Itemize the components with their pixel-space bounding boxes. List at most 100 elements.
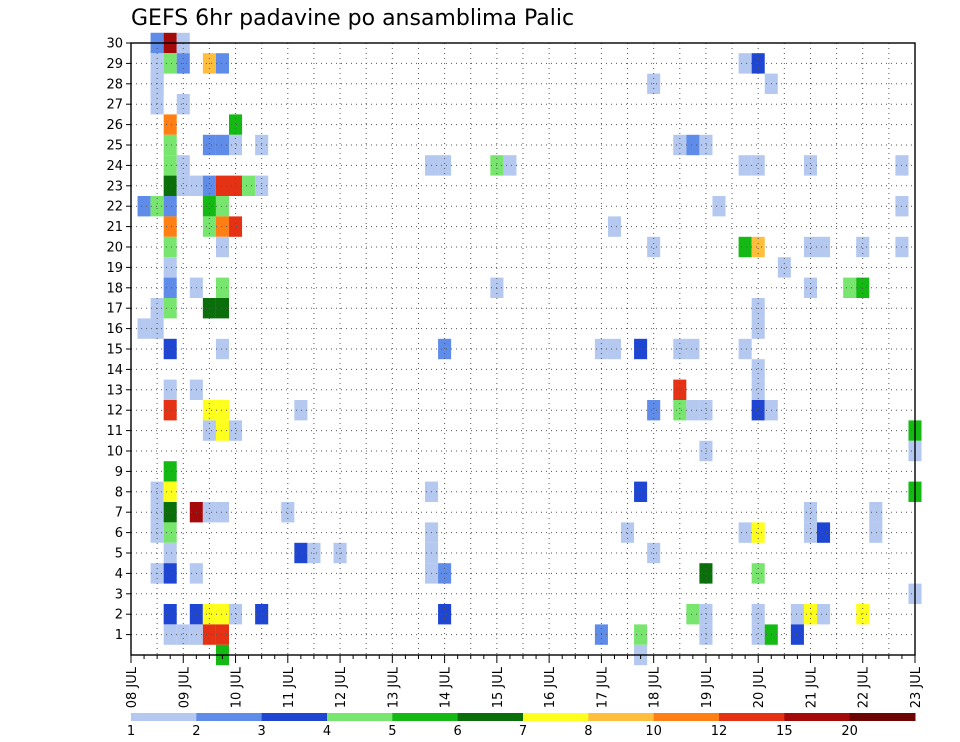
y-tick-label: 29 [106,57,123,72]
y-tick-label: 17 [106,302,123,317]
heatmap-cell [281,502,295,523]
y-tick-label: 1 [115,628,123,643]
heatmap-cell [699,440,713,462]
colorbar-label: 8 [584,724,592,739]
heatmap-cell [438,604,452,625]
heatmap-cell [163,216,177,237]
heatmap-cell [202,175,216,196]
heatmap-cell [869,522,883,543]
heatmap-cell [215,604,229,625]
heatmap-cell [673,379,687,400]
heatmap-cell [699,624,713,645]
x-tick-label: 14 JUL [439,666,454,708]
y-tick-label: 25 [106,139,123,154]
heatmap-cell [229,604,243,625]
heatmap-cell [751,624,765,645]
colorbar-swatch [327,713,393,721]
heatmap-cell [607,338,621,360]
y-tick-label: 18 [106,281,123,296]
x-tick-label: 18 JUL [648,666,663,708]
heatmap-cell [699,134,713,156]
y-tick-label: 28 [106,77,123,92]
heatmap-cell [803,522,817,543]
colorbar-label: 2 [192,724,200,739]
heatmap-cell [229,420,243,441]
heatmap-cell [176,624,190,645]
heatmap-cell [738,53,752,74]
heatmap-cell [163,175,177,196]
heatmap-cell [176,94,190,115]
y-tick-label: 12 [106,404,123,419]
colorbar-swatch [196,713,263,721]
heatmap-cell [751,522,765,543]
colorbar-label: 3 [258,724,266,739]
heatmap-cell [790,604,804,625]
y-axis: 1234567891011121314151617181920212223242… [106,37,131,643]
y-tick-label: 24 [106,159,123,174]
y-tick-label: 10 [106,445,123,460]
heatmap-cell [686,338,700,360]
heatmap-cell [294,400,308,421]
colorbar-swatch [849,713,916,721]
heatmap-cell [699,400,713,421]
heatmap-cell [803,604,817,625]
heatmap-cell [215,53,229,74]
heatmap-cell [150,94,164,115]
heatmap-cell [163,114,177,135]
colorbar-label: 4 [323,724,331,739]
colorbar-swatch [523,713,589,721]
colorbar-swatch [719,713,785,721]
heatmap-cell [843,277,857,298]
y-tick-label: 23 [106,179,123,194]
heatmap-cell [803,277,817,298]
heatmap-cell [229,114,243,135]
heatmap-cell [803,155,817,176]
colorbar-label: 15 [776,724,793,739]
heatmap-cell [215,338,229,360]
y-tick-label: 13 [106,383,123,398]
heatmap-cell [803,236,817,258]
heatmap-cell [150,196,164,217]
x-tick-label: 16 JUL [543,666,558,708]
heatmap-cell [202,604,216,625]
heatmap-cell [712,196,726,217]
y-tick-label: 20 [106,241,123,256]
heatmap-cell [229,134,243,156]
y-tick-label: 14 [106,363,123,378]
heatmap-cell [751,236,765,258]
heatmap-cell [137,318,151,339]
x-tick-label: 17 JUL [595,666,610,708]
heatmap-cell [817,522,831,543]
heatmap-cell [137,196,151,217]
heatmap-cell [163,542,177,564]
heatmap-cell [647,400,661,421]
heatmap-cell [150,481,164,502]
x-tick-label: 11 JUL [282,666,297,708]
heatmap-cell [686,400,700,421]
colorbar-label: 5 [388,724,396,739]
heatmap-cell [163,604,177,625]
heatmap-cell [294,542,308,564]
colorbar-swatch [261,713,328,721]
heatmap-cell [215,134,229,156]
x-tick-label: 10 JUL [230,666,245,708]
colorbar-label: 12 [711,724,728,739]
heatmap-cell [751,604,765,625]
grid-lines [131,42,915,655]
heatmap-cell [673,134,687,156]
y-tick-label: 26 [106,118,123,133]
heatmap-cell [150,502,164,523]
colorbar-swatch [457,713,524,721]
y-tick-label: 6 [115,526,123,541]
heatmap-cell [686,604,700,625]
heatmap-cell [856,277,870,298]
heatmap-cell [163,379,177,400]
heatmap-cell [215,502,229,523]
colorbar-legend: 1 2 3 4 5 6 7 8 10 12 15 20 [127,713,916,739]
y-tick-label: 22 [106,200,123,215]
y-tick-label: 7 [115,506,123,521]
heatmap-cell [215,298,229,319]
heatmap-cell [817,604,831,625]
heatmap-cell [163,400,177,421]
